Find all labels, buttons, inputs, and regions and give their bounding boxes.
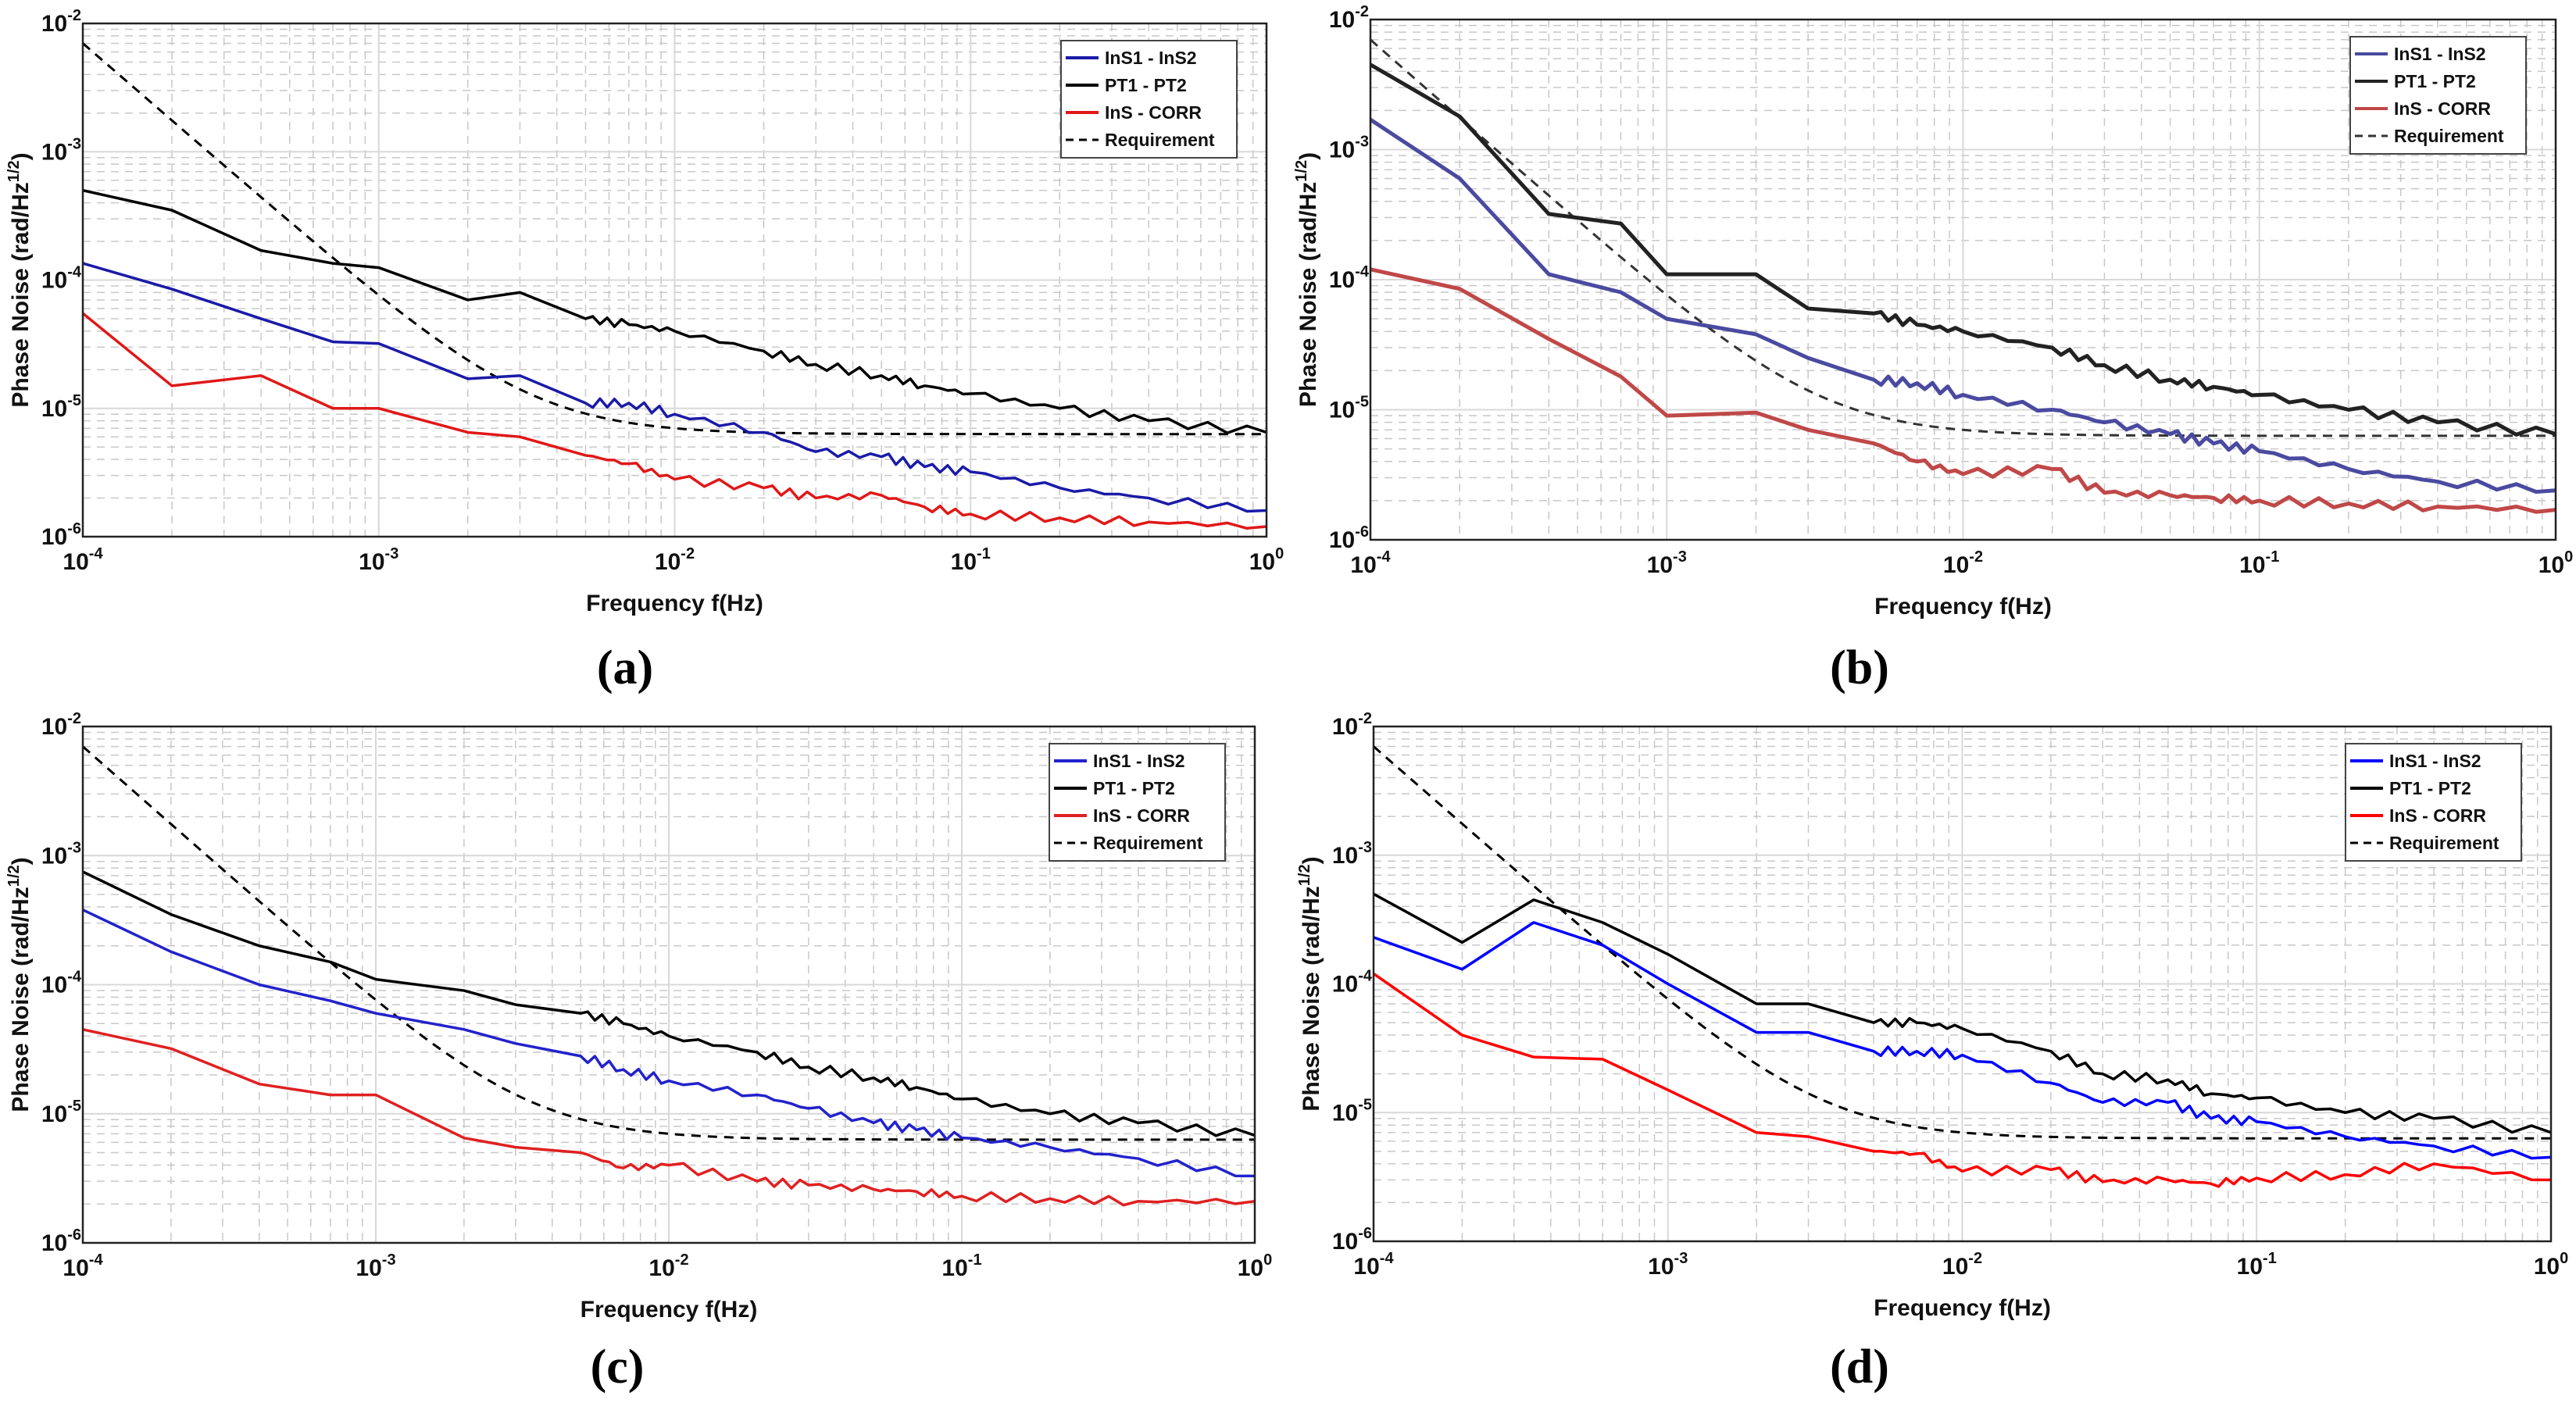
- legend-entry: InS - CORR: [1105, 102, 1202, 123]
- axes-box: [1372, 725, 2553, 1243]
- grid: [82, 23, 1267, 537]
- x-tick-label: 100: [1249, 545, 1284, 575]
- y-tick-label: 10-6: [1329, 523, 1369, 553]
- y-tick-label: 10-2: [1329, 3, 1369, 33]
- x-tick-label: 100: [2538, 548, 2574, 578]
- series-pt1-pt2: [82, 188, 1267, 434]
- legend-entry: InS - CORR: [2394, 98, 2491, 119]
- series-pt1-pt2: [1373, 892, 2552, 1134]
- x-tick-label: 10-2: [1942, 1250, 1982, 1280]
- legend: InS1 - InS2 PT1 - PT2 InS - CORR Requiremen…: [2349, 36, 2527, 155]
- x-tick-label: 10-2: [1943, 548, 1983, 578]
- x-tick-label: 10-3: [359, 545, 398, 575]
- series-ins-corr: [1370, 267, 2556, 514]
- legend-entry: InS - CORR: [2389, 805, 2486, 826]
- y-tick-label: 10-3: [1329, 134, 1369, 163]
- x-tick-label: 10-1: [941, 1251, 981, 1281]
- series-ins-corr: [81, 312, 1267, 530]
- y-tick-label: 10-6: [41, 520, 81, 550]
- series-ins1-ins2: [82, 262, 1267, 513]
- y-tick-label: 10-4: [1332, 968, 1373, 998]
- legend-entry: InS1 - InS2: [2394, 44, 2486, 64]
- panel-caption: (d): [1830, 1341, 1889, 1394]
- y-tick-label: 10-4: [41, 969, 82, 998]
- axes-box: [81, 725, 1256, 1244]
- x-tick-label: 10-2: [648, 1251, 688, 1281]
- legend-entry: PT1 - PT2: [1105, 75, 1187, 95]
- y-tick-label: 10-5: [1329, 394, 1369, 423]
- x-tick-label: 100: [1238, 1251, 1273, 1281]
- series-pt1-pt2: [1369, 62, 2556, 437]
- x-tick-label: 10-2: [655, 545, 695, 575]
- axes-box: [1369, 18, 2557, 541]
- x-tick-label: 10-3: [1647, 548, 1687, 578]
- x-axis-label: Frequency f(Hz): [581, 1297, 758, 1323]
- series-pt1-pt2: [82, 870, 1256, 1137]
- legend: InS1 - InS2 PT1 - PT2 InS - CORR Requiremen…: [1060, 40, 1238, 159]
- x-axis-label: Frequency f(Hz): [1874, 594, 2052, 619]
- series-ins1-ins2: [1369, 118, 2556, 494]
- y-tick-label: 10-4: [41, 264, 82, 294]
- x-tick-label: 10-3: [1648, 1250, 1688, 1280]
- legend-entry: PT1 - PT2: [2394, 71, 2476, 91]
- series-ins-corr: [82, 1028, 1256, 1207]
- y-tick-label: 10-5: [41, 1098, 81, 1127]
- x-tick-label: 10-4: [63, 1251, 103, 1281]
- x-axis-label: Frequency f(Hz): [586, 591, 763, 616]
- legend-entry: Requirement: [2389, 833, 2499, 853]
- x-tick-label: 10-1: [2239, 548, 2279, 578]
- y-tick-label: 10-3: [41, 839, 81, 869]
- y-axis-label: Phase Noise (rad/Hz1/2): [5, 857, 34, 1112]
- axes-box: [81, 22, 1268, 538]
- y-tick-label: 10-6: [41, 1226, 81, 1256]
- y-tick-label: 10-2: [41, 7, 81, 37]
- y-axis-label: Phase Noise (rad/Hz1/2): [5, 152, 34, 407]
- series-requirement: [82, 745, 1256, 1141]
- y-tick-label: 10-5: [1332, 1096, 1372, 1126]
- legend-entry: Requirement: [2394, 126, 2504, 146]
- legend-entry: InS1 - InS2: [2389, 751, 2481, 771]
- y-tick-label: 10-3: [41, 135, 81, 165]
- panel-caption: (b): [1830, 641, 1889, 694]
- series-requirement: [1370, 38, 2556, 437]
- x-axis-label: Frequency f(Hz): [1874, 1295, 2051, 1321]
- x-tick-label: 10-4: [1353, 1250, 1394, 1280]
- legend-entry: Requirement: [1093, 833, 1203, 853]
- y-tick-label: 10-3: [1332, 839, 1372, 869]
- legend-entry: Requirement: [1105, 130, 1215, 150]
- y-tick-label: 10-6: [1332, 1225, 1372, 1255]
- legend-entry: InS1 - InS2: [1105, 48, 1197, 68]
- legend: InS1 - InS2 PT1 - PT2 InS - CORR Requiremen…: [2345, 743, 2522, 862]
- y-tick-label: 10-2: [1332, 710, 1372, 740]
- y-axis-label: Phase Noise (rad/Hz1/2): [1293, 152, 1321, 407]
- legend-entry: PT1 - PT2: [2389, 778, 2471, 798]
- legend: InS1 - InS2 PT1 - PT2 InS - CORR Requiremen…: [1049, 743, 1226, 862]
- x-tick-label: 10-1: [951, 545, 991, 575]
- panel-caption: (a): [596, 641, 654, 694]
- legend-entry: PT1 - PT2: [1093, 778, 1175, 798]
- x-tick-label: 10-4: [63, 545, 103, 575]
- series-ins1-ins2: [1373, 921, 2552, 1160]
- x-tick-label: 10-1: [2237, 1250, 2277, 1280]
- panel-caption: (c): [590, 1341, 645, 1394]
- y-tick-label: 10-2: [41, 710, 81, 740]
- legend-entry: InS - CORR: [1093, 805, 1190, 826]
- series-ins1-ins2: [82, 909, 1256, 1178]
- x-tick-label: 10-3: [355, 1251, 395, 1281]
- y-tick-label: 10-5: [41, 392, 81, 422]
- x-tick-label: 100: [2534, 1250, 2569, 1280]
- y-axis-label: Phase Noise (rad/Hz1/2): [1296, 856, 1324, 1111]
- series-ins-corr: [1373, 973, 2552, 1188]
- x-tick-label: 10-4: [1350, 548, 1391, 578]
- y-tick-label: 10-4: [1329, 263, 1370, 293]
- legend-entry: InS1 - InS2: [1093, 751, 1185, 771]
